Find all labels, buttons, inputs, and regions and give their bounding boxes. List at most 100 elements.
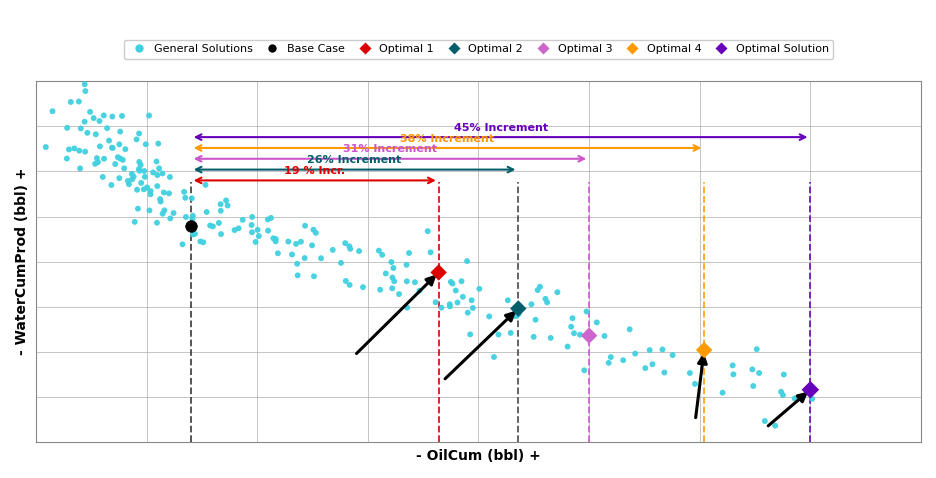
Point bbox=[290, 272, 305, 279]
Point bbox=[132, 167, 147, 174]
Point bbox=[130, 205, 145, 213]
Point bbox=[260, 227, 275, 235]
Point bbox=[448, 287, 463, 294]
Point bbox=[86, 114, 101, 122]
Point bbox=[399, 261, 414, 269]
Point bbox=[501, 296, 516, 304]
Point bbox=[665, 351, 680, 359]
Point bbox=[72, 147, 87, 154]
Text: 45% Increment: 45% Increment bbox=[454, 123, 548, 133]
Point bbox=[434, 304, 449, 312]
Point bbox=[773, 388, 788, 396]
Point bbox=[601, 359, 616, 367]
Point bbox=[117, 164, 132, 172]
Point bbox=[162, 190, 177, 197]
Point bbox=[137, 185, 152, 193]
Point bbox=[604, 353, 619, 361]
Point bbox=[306, 272, 321, 280]
Point bbox=[391, 290, 406, 298]
Point bbox=[198, 181, 213, 189]
Text: 19 % Incr.: 19 % Incr. bbox=[285, 166, 345, 176]
Point bbox=[549, 288, 564, 296]
Point bbox=[657, 369, 672, 376]
Point bbox=[528, 316, 543, 324]
Point bbox=[787, 395, 802, 402]
Point bbox=[133, 161, 148, 169]
Point bbox=[269, 235, 284, 243]
Point bbox=[343, 281, 358, 289]
Point bbox=[805, 395, 820, 402]
Point bbox=[752, 369, 767, 377]
Point bbox=[581, 330, 596, 338]
Point bbox=[132, 130, 147, 137]
Point bbox=[231, 225, 246, 232]
Point bbox=[715, 389, 730, 397]
Point bbox=[122, 180, 137, 188]
Point bbox=[77, 80, 92, 88]
Point bbox=[285, 250, 300, 258]
Point bbox=[616, 357, 631, 364]
Point bbox=[137, 167, 152, 175]
Point bbox=[155, 210, 170, 217]
Point bbox=[112, 128, 127, 135]
Point bbox=[82, 108, 97, 116]
Point bbox=[386, 264, 401, 272]
Point bbox=[227, 226, 242, 234]
Point bbox=[193, 238, 208, 245]
Text: 26% Increment: 26% Increment bbox=[307, 155, 402, 165]
Point bbox=[66, 145, 81, 152]
Point bbox=[757, 417, 772, 425]
Point bbox=[157, 206, 172, 214]
Point bbox=[183, 222, 198, 229]
Point bbox=[59, 155, 74, 163]
Point bbox=[428, 298, 443, 306]
Point bbox=[356, 283, 371, 291]
Point bbox=[338, 277, 353, 285]
Point bbox=[139, 141, 154, 148]
Point bbox=[178, 194, 193, 202]
Point bbox=[465, 304, 480, 312]
Text: 38% Increment: 38% Increment bbox=[401, 134, 494, 143]
Point bbox=[581, 332, 596, 339]
Point bbox=[260, 216, 275, 223]
Point bbox=[776, 371, 791, 379]
Point bbox=[143, 187, 158, 195]
Point bbox=[281, 238, 296, 245]
Point bbox=[333, 259, 348, 267]
Point bbox=[443, 301, 458, 308]
Point bbox=[143, 191, 158, 198]
Point bbox=[407, 278, 422, 286]
Point bbox=[642, 346, 657, 354]
Point bbox=[384, 258, 399, 266]
Point bbox=[491, 331, 506, 338]
Point bbox=[88, 160, 103, 168]
Point bbox=[343, 245, 358, 253]
Point bbox=[628, 350, 643, 358]
Point bbox=[288, 240, 303, 248]
Point bbox=[62, 146, 77, 153]
Point bbox=[461, 309, 475, 316]
Point bbox=[99, 124, 114, 132]
Point bbox=[726, 370, 741, 378]
Point bbox=[175, 240, 190, 248]
Point bbox=[460, 257, 475, 265]
Point bbox=[73, 164, 88, 172]
Point bbox=[105, 144, 120, 152]
Point bbox=[560, 343, 575, 350]
Legend: General Solutions, Base Case, Optimal 1, Optimal 2, Optimal 3, Optimal 4, Optima: General Solutions, Base Case, Optimal 1,… bbox=[124, 40, 833, 59]
Point bbox=[153, 196, 168, 203]
Point bbox=[95, 173, 110, 181]
Point bbox=[139, 184, 154, 191]
Point bbox=[151, 140, 166, 147]
Point bbox=[235, 216, 250, 224]
Text: 31% Increment: 31% Increment bbox=[343, 144, 437, 154]
Point bbox=[746, 382, 761, 390]
Point bbox=[146, 169, 161, 176]
Point bbox=[134, 179, 149, 187]
Point bbox=[423, 249, 438, 256]
Point bbox=[129, 136, 144, 143]
Point bbox=[682, 369, 697, 377]
Point bbox=[219, 196, 234, 204]
Point bbox=[121, 177, 136, 185]
Point bbox=[455, 293, 470, 301]
